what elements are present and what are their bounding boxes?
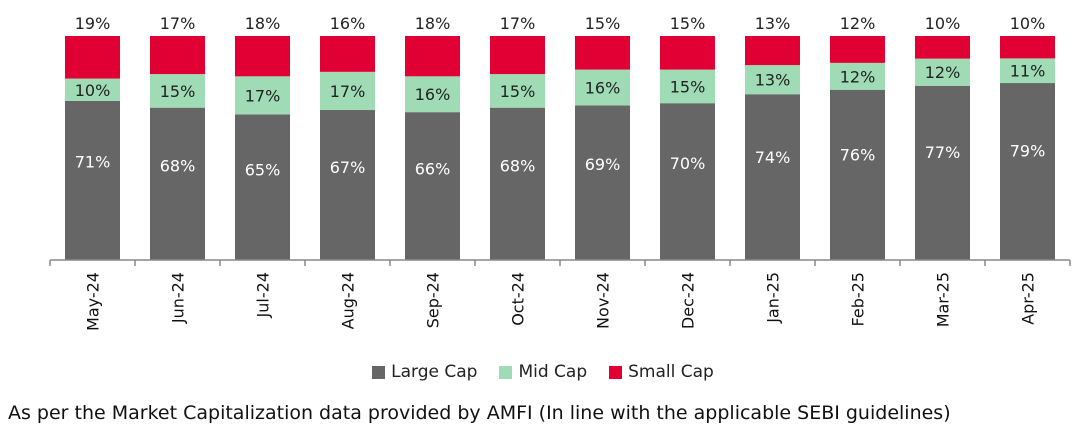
x-tick-label: Sep-24: [424, 272, 443, 328]
bar-segment: [235, 114, 290, 261]
bar-segment: [490, 74, 545, 108]
data-label: 13%: [755, 14, 791, 33]
data-label: 16%: [585, 79, 621, 98]
data-label: 70%: [670, 154, 706, 173]
x-tick-label: Aug-24: [339, 272, 358, 329]
bar-segment: [320, 71, 375, 110]
bar-segment: [490, 36, 545, 75]
legend-item-small-cap: Small Cap: [609, 362, 714, 382]
x-tick-label: Jan-25: [764, 272, 783, 324]
legend-swatch-small-cap: [609, 365, 623, 379]
bar-segment: [575, 69, 630, 106]
data-label: 12%: [925, 63, 961, 82]
x-tick-label: Jun-24: [169, 272, 188, 324]
bar-segment: [915, 58, 970, 86]
data-label: 68%: [500, 157, 536, 176]
x-tick-label: Dec-24: [679, 272, 698, 329]
bar-segment: [830, 89, 885, 260]
bar-segment: [745, 94, 800, 261]
data-label: 68%: [160, 157, 196, 176]
data-label: 11%: [1010, 62, 1046, 81]
bar-segment: [660, 69, 715, 104]
bar-segment: [745, 65, 800, 95]
chart-legend: Large Cap Mid Cap Small Cap: [0, 360, 1086, 384]
data-label: 17%: [245, 86, 281, 105]
data-label: 17%: [330, 82, 366, 101]
bar-segment: [745, 36, 800, 66]
data-label: 15%: [500, 82, 536, 101]
legend-label-large-cap: Large Cap: [391, 362, 478, 382]
data-label: 15%: [670, 77, 706, 96]
x-tick-label: Nov-24: [594, 272, 613, 329]
bar-segment: [1000, 83, 1055, 260]
data-label: 74%: [755, 148, 791, 167]
bar-segment: [65, 36, 120, 79]
bar-segment: [320, 36, 375, 72]
data-label: 18%: [415, 14, 451, 33]
data-label: 17%: [500, 14, 536, 33]
legend-item-mid-cap: Mid Cap: [499, 362, 587, 382]
data-label: 76%: [840, 145, 876, 164]
bar-segment: [490, 107, 545, 261]
data-label: 18%: [245, 14, 281, 33]
bar-segment: [830, 36, 885, 63]
x-tick-label: Mar-25: [934, 272, 953, 327]
data-label: 10%: [1010, 14, 1046, 33]
data-label: 16%: [330, 14, 366, 33]
bar-segment: [575, 105, 630, 260]
data-label: 15%: [160, 82, 196, 101]
x-tick-label: Feb-25: [849, 272, 868, 326]
legend-label-small-cap: Small Cap: [628, 362, 714, 382]
bar-segment: [150, 107, 205, 261]
x-tick-label: May-24: [84, 272, 103, 331]
bar-segment: [575, 36, 630, 70]
bar-segment: [235, 36, 290, 77]
bar-segment: [1000, 36, 1055, 59]
data-label: 69%: [585, 155, 621, 174]
data-label: 77%: [925, 143, 961, 162]
data-label: 10%: [75, 81, 111, 100]
data-label: 17%: [160, 14, 196, 33]
bar-segment: [65, 78, 120, 101]
bar-segment: [1000, 58, 1055, 84]
bar-segment: [405, 112, 460, 260]
data-label: 12%: [840, 14, 876, 33]
bar-segment: [150, 74, 205, 108]
legend-swatch-mid-cap: [499, 365, 513, 379]
bar-segment: [915, 36, 970, 59]
legend-label-mid-cap: Mid Cap: [518, 362, 588, 382]
data-label: 65%: [245, 161, 281, 180]
data-label: 12%: [840, 67, 876, 86]
bar-segment: [235, 76, 290, 115]
data-label: 71%: [75, 152, 111, 171]
bar-segment: [405, 76, 460, 113]
bar-segment: [660, 36, 715, 70]
data-label: 15%: [670, 14, 706, 33]
x-tick-label: Jul-24: [254, 272, 273, 318]
bar-segment: [320, 109, 375, 260]
data-label: 10%: [925, 14, 961, 33]
legend-swatch-large-cap: [372, 365, 386, 379]
data-label: 16%: [415, 85, 451, 104]
data-label: 13%: [755, 71, 791, 90]
stacked-bar-chart: 71% 10% 19% May-24 68% 15% 17% Jun-24 65% 17% 18% J…: [49, 14, 1071, 331]
data-label: 79%: [1010, 141, 1046, 160]
data-label: 15%: [585, 14, 621, 33]
bar-segment: [65, 100, 120, 261]
legend-item-large-cap: Large Cap: [372, 362, 477, 382]
bar-segment: [405, 36, 460, 77]
data-label: 67%: [330, 158, 366, 177]
bar-segment: [150, 36, 205, 75]
bar-segment: [660, 103, 715, 260]
x-tick-label: Apr-25: [1019, 272, 1038, 325]
bar-segment: [915, 85, 970, 261]
footnote: As per the Market Capitalization data pr…: [8, 402, 951, 424]
data-label: 19%: [75, 14, 111, 33]
x-tick-label: Oct-24: [509, 272, 528, 326]
data-label: 66%: [415, 159, 451, 178]
bar-segment: [830, 62, 885, 90]
